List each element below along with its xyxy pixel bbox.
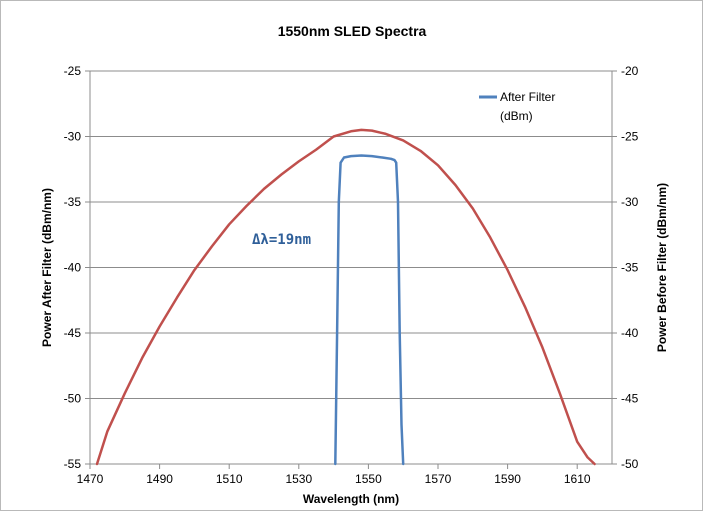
delta-lambda-annotation: Δλ=19nm <box>252 232 311 248</box>
x-tick-label: 1490 <box>146 472 173 486</box>
y-right-tick-label: -25 <box>621 130 639 144</box>
y-axis-right-title: Power Before Filter (dBm/nm) <box>655 183 669 352</box>
legend: After Filter (dBm) <box>479 90 555 123</box>
x-tick-label: 1470 <box>77 472 104 486</box>
y-left-tick-label: -55 <box>64 457 82 471</box>
y-left-tick-label: -40 <box>64 261 82 275</box>
x-tick-label: 1570 <box>425 472 452 486</box>
y-right-tick-label: -40 <box>621 326 639 340</box>
y-left-tick-label: -30 <box>64 130 82 144</box>
y-right-tick-label: -45 <box>621 392 639 406</box>
legend-label-after-filter: After Filter <box>500 90 555 104</box>
y-right-tick-label: -35 <box>621 261 639 275</box>
y-left-tick-label: -35 <box>64 195 82 209</box>
x-tick-label: 1510 <box>216 472 243 486</box>
grid-layer <box>90 70 612 399</box>
x-axis-title: Wavelength (nm) <box>303 492 399 506</box>
series-line-before-filter <box>95 128 596 466</box>
axes-layer: -25 -30 -35 -40 -45 -50 -55 -20 -25 -30 -35 -40 -45 -… <box>64 64 639 486</box>
y-right-tick-label: -30 <box>621 195 639 209</box>
y-left-tick-label: -50 <box>64 392 82 406</box>
x-tick-label: 1590 <box>494 472 521 486</box>
y-axis-left-title: Power After Filter (dBm/nm) <box>40 188 54 347</box>
legend-label-after-filter-unit: (dBm) <box>500 109 533 123</box>
chart-title: 1550nm SLED Spectra <box>278 23 427 39</box>
y-right-tick-label: -20 <box>621 64 639 78</box>
x-tick-label: 1610 <box>564 472 591 486</box>
series-line-after-filter <box>334 154 405 466</box>
x-tick-label: 1550 <box>355 472 382 486</box>
y-left-tick-label: -45 <box>64 326 82 340</box>
y-right-tick-label: -50 <box>621 457 639 471</box>
y-left-tick-label: -25 <box>64 64 82 78</box>
series-layer <box>95 128 596 466</box>
x-tick-label: 1530 <box>285 472 312 486</box>
